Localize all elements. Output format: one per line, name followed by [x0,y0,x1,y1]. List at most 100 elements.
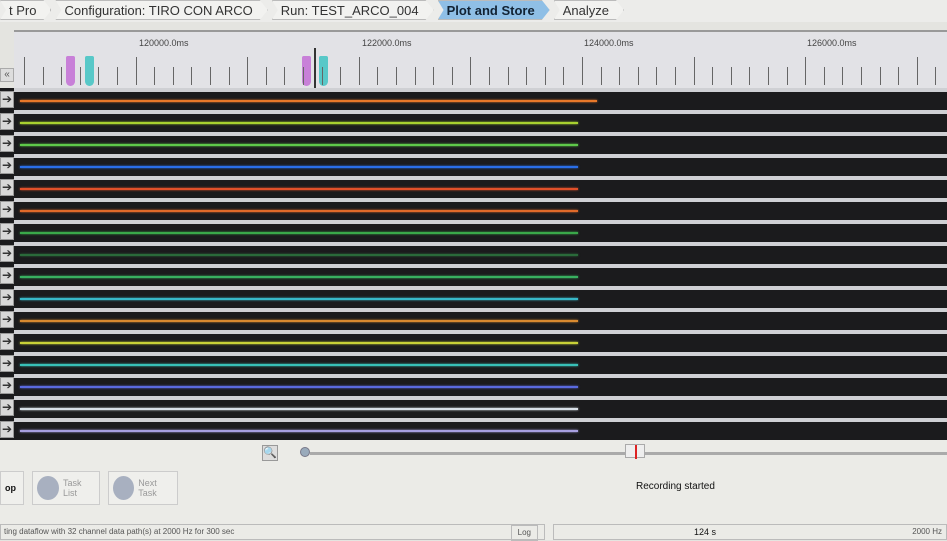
ruler-tick [563,67,565,85]
channel-trace [20,276,578,278]
arrow-right-icon[interactable]: ➔ [0,135,14,152]
tick-label: 126000.0ms [807,38,857,48]
ruler-tick [544,67,546,85]
breadcrumb-item[interactable]: t Pro [0,0,51,20]
ruler-tick [451,67,453,85]
row-separator [14,352,947,356]
arrow-right-icon[interactable]: ➔ [0,421,14,438]
ruler-tick [377,67,379,85]
log-button[interactable]: Log [510,525,538,541]
slider-thumb[interactable] [625,444,645,459]
recording-status: Recording started [636,481,715,492]
elapsed-time: 124 s [694,527,717,537]
breadcrumb-item[interactable]: Configuration: TIRO CON ARCO [55,0,267,20]
arrow-right-icon[interactable]: ➔ [0,355,14,372]
ruler-tick [98,67,100,85]
row-separator [14,308,947,312]
arrow-right-icon[interactable]: ➔ [0,267,14,284]
ruler-tick [805,57,807,85]
breadcrumb-item[interactable]: Plot and Store [438,0,550,20]
channel-trace [20,430,578,432]
channel-row: ➔ [0,264,947,286]
arrow-right-icon[interactable]: ➔ [0,333,14,350]
ruler-tick [861,67,862,85]
channel-trace [20,210,578,212]
ruler-tick [191,67,193,85]
ruler-tick [712,67,714,85]
marker-start-a[interactable] [66,56,75,86]
breadcrumb-item[interactable]: Run: TEST_ARCO_004 [272,0,434,20]
ruler-tick [526,67,528,85]
breadcrumb: t Pro Configuration: TIRO CON ARCO Run: TE… [0,0,947,22]
ruler-tick [433,67,435,85]
playhead-cursor[interactable] [314,48,316,88]
marker-end-a[interactable] [302,56,311,86]
channel-row: ➔ [0,88,947,110]
time-ruler[interactable]: 120000.0ms 122000.0ms 124000.0ms 126000.… [14,30,947,88]
task-list-button[interactable]: Task List [32,471,100,505]
tick-label: 124000.0ms [584,38,634,48]
row-separator [14,198,947,202]
arrow-right-icon[interactable]: ➔ [0,377,14,394]
channel-trace [20,166,578,168]
ruler-tick [135,57,137,85]
ruler-tick [42,67,44,85]
channel-trace [20,364,578,366]
arrow-right-icon[interactable]: ➔ [0,289,14,306]
arrow-right-icon[interactable]: ➔ [0,113,14,130]
next-task-button[interactable]: Next Task [108,471,178,505]
arrow-right-icon[interactable]: ➔ [0,399,14,416]
marker-start-b[interactable] [85,56,94,86]
row-separator [14,220,947,224]
ruler-tick [786,67,788,85]
channel-row: ➔ [0,198,947,220]
zoom-icon[interactable]: 🔍 [262,445,278,461]
marker-end-b[interactable] [319,56,328,86]
ruler-tick [582,57,583,85]
ruler-tick [637,67,639,85]
row-separator [14,110,947,114]
channel-plots: ➔ ➔ ➔ ➔ ➔ ➔ ➔ ➔ ➔ ➔ ➔ ➔ ➔ ➔ ➔ ➔ [0,88,947,440]
row-separator [14,264,947,268]
breadcrumb-item[interactable]: Analyze [554,0,624,20]
row-separator [14,132,947,136]
task-list-icon [37,476,59,500]
ruler-tick [730,67,732,85]
channel-row: ➔ [0,286,947,308]
ruler-tick [489,67,490,85]
arrow-right-icon[interactable]: ➔ [0,311,14,328]
ruler-tick [228,67,230,85]
ruler-tick [172,67,174,85]
ruler-tick [916,57,918,85]
ruler-tick [358,57,360,85]
channel-trace [20,408,578,410]
log-panel: ting dataflow with 32 channel data path(… [0,524,545,541]
tick-label: 120000.0ms [139,38,189,48]
channel-row: ➔ [0,132,947,154]
ruler-tick [117,67,118,85]
arrow-right-icon[interactable]: ➔ [0,223,14,240]
channel-trace [20,122,578,124]
channel-trace [20,188,578,190]
channel-row: ➔ [0,242,947,264]
ruler-tick [619,67,621,85]
arrow-right-icon[interactable]: ➔ [0,91,14,108]
ruler-tick [693,57,695,85]
row-separator [14,176,947,180]
arrow-right-icon[interactable]: ➔ [0,201,14,218]
ruler-tick [265,67,267,85]
arrow-right-icon[interactable]: ➔ [0,179,14,196]
arrow-right-icon[interactable]: ➔ [0,157,14,174]
next-task-icon [113,476,135,500]
stop-button[interactable]: op [0,471,24,505]
ruler-tick [303,67,304,85]
collapse-button[interactable]: « [0,68,14,82]
channel-row: ➔ [0,374,947,396]
channel-row: ➔ [0,154,947,176]
ruler-tick [768,67,769,85]
row-separator [14,242,947,246]
slider-start-handle[interactable] [300,447,310,457]
arrow-right-icon[interactable]: ➔ [0,245,14,262]
row-separator [14,418,947,422]
row-separator [14,286,947,290]
